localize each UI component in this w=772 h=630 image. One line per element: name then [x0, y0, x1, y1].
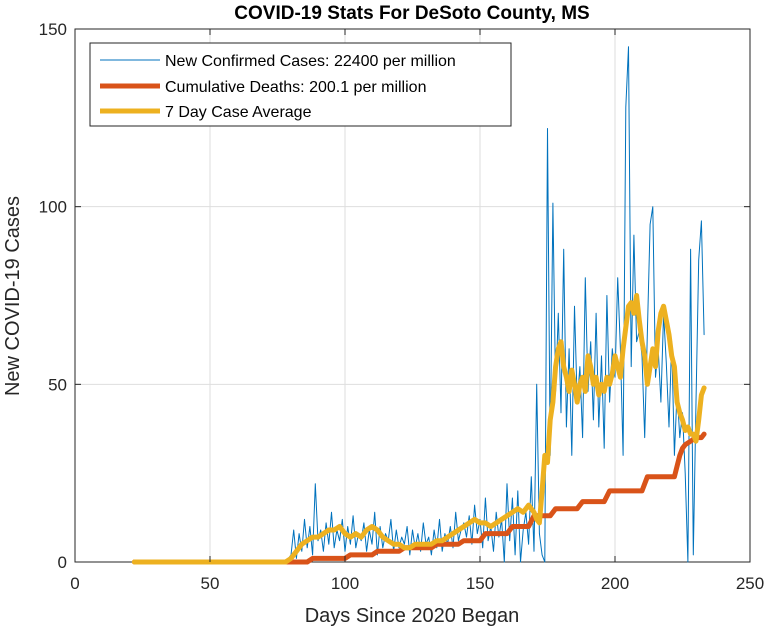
series-new-cases-line — [133, 46, 705, 563]
axis-ticks: 0 50 100 150 200 250 0 50 100 150 — [39, 20, 765, 593]
x-tick-label: 200 — [601, 574, 629, 593]
series-cumulative-deaths-line — [131, 431, 707, 565]
y-tick-label: 150 — [39, 20, 67, 39]
chart-title: COVID-19 Stats For DeSoto County, MS — [234, 3, 589, 24]
y-tick-label: 100 — [39, 198, 67, 217]
legend-label-7-day-average: 7 Day Case Average — [165, 104, 312, 121]
plot-area-frame — [74, 28, 751, 563]
y-tick-label: 0 — [58, 553, 67, 572]
x-tick-label: 50 — [201, 574, 220, 593]
x-axis-label: Days Since 2020 Began — [305, 605, 520, 627]
x-tick-label: 0 — [70, 574, 79, 593]
legend-label-cumulative-deaths: Cumulative Deaths: 200.1 per million — [165, 79, 426, 96]
y-axis-label: New COVID-19 Cases — [2, 196, 24, 396]
legend: New Confirmed Cases: 22400 per million C… — [89, 42, 512, 127]
x-tick-label: 150 — [466, 574, 494, 593]
x-tick-label: 100 — [331, 574, 359, 593]
series-seven-day-average-line — [131, 293, 707, 565]
y-tick-label: 50 — [48, 375, 67, 394]
series-group — [131, 46, 707, 565]
legend-box — [89, 42, 512, 127]
x-tick-label: 250 — [736, 574, 764, 593]
legend-label-new-cases: New Confirmed Cases: 22400 per million — [165, 53, 456, 70]
